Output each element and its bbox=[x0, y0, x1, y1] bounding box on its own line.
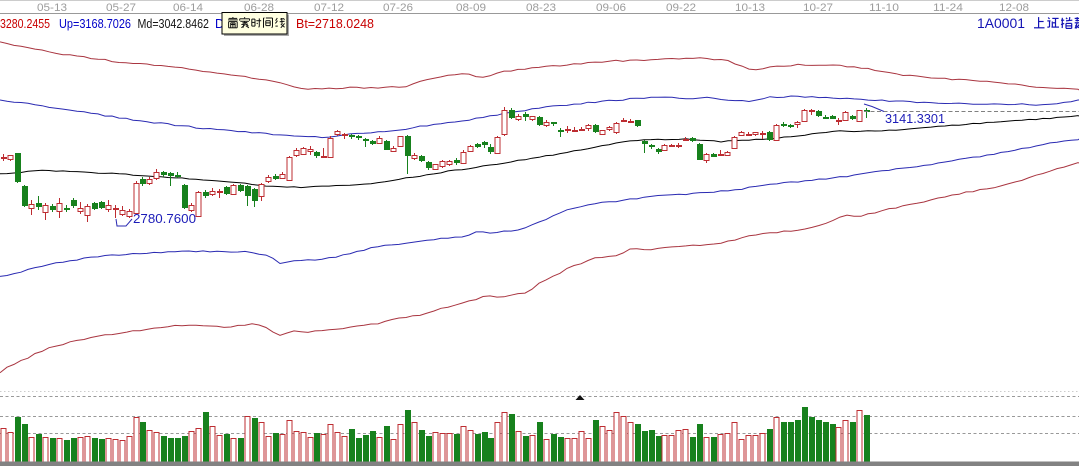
svg-text:07-12: 07-12 bbox=[314, 2, 344, 14]
svg-text:07-26: 07-26 bbox=[383, 2, 413, 14]
svg-text:Up=3168.7026: Up=3168.7026 bbox=[59, 17, 131, 31]
svg-text:3141.3301: 3141.3301 bbox=[885, 111, 945, 126]
svg-text:08-23: 08-23 bbox=[526, 2, 556, 14]
svg-text:3280.2455: 3280.2455 bbox=[0, 17, 50, 31]
svg-text:06-28: 06-28 bbox=[244, 2, 274, 14]
svg-text:12-08: 12-08 bbox=[999, 2, 1029, 14]
svg-text:1A0001: 1A0001 bbox=[977, 15, 1025, 31]
svg-text:08-09: 08-09 bbox=[456, 2, 486, 14]
svg-text:10-27: 10-27 bbox=[803, 2, 833, 14]
svg-text:06-14: 06-14 bbox=[173, 2, 203, 14]
svg-text:09-22: 09-22 bbox=[666, 2, 696, 14]
svg-text:05-27: 05-27 bbox=[106, 2, 136, 14]
svg-text:Md=3042.8462: Md=3042.8462 bbox=[138, 17, 210, 31]
svg-text:2780.7600: 2780.7600 bbox=[133, 211, 196, 226]
svg-text:D: D bbox=[215, 17, 224, 31]
svg-text:11-10: 11-10 bbox=[869, 2, 899, 14]
svg-text:Bt=2718.0248: Bt=2718.0248 bbox=[296, 17, 374, 31]
svg-text:10-13: 10-13 bbox=[735, 2, 765, 14]
svg-text:11-24: 11-24 bbox=[933, 2, 963, 14]
svg-text:05-13: 05-13 bbox=[37, 2, 67, 14]
svg-text:09-06: 09-06 bbox=[596, 2, 626, 14]
